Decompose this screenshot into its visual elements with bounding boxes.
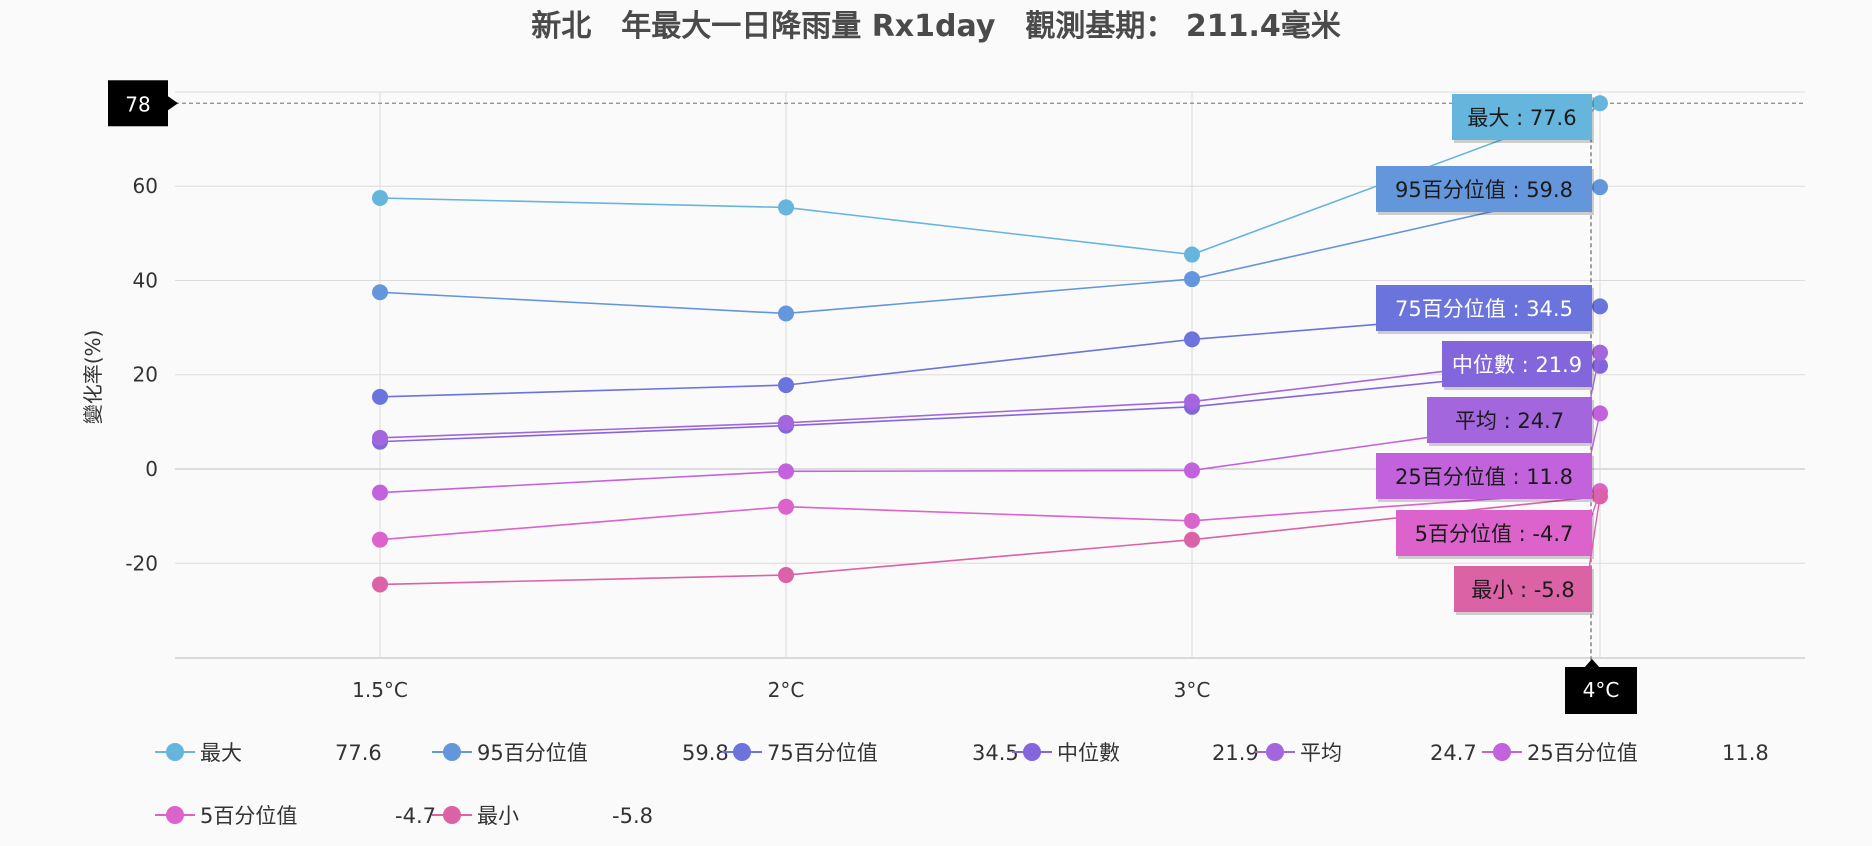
series-line (379, 490, 1601, 541)
legend-value: 77.6 (335, 741, 382, 765)
y-tick-label: 20 (133, 363, 158, 387)
data-point[interactable] (372, 190, 388, 207)
data-point[interactable] (372, 576, 388, 593)
crosshair-x-label: 4°C (1583, 678, 1620, 702)
legend-item[interactable]: 75百分位值 34.5 (722, 741, 1019, 765)
series-line (379, 186, 1601, 315)
tooltip-label: 95百分位值 : 59.8 (1395, 178, 1573, 202)
legend-label: 95百分位值 (477, 741, 588, 765)
legend-marker (166, 743, 184, 761)
legend-item[interactable]: 最小 -5.8 (432, 804, 653, 828)
tooltip-label: 75百分位值 : 34.5 (1395, 297, 1573, 321)
tooltips: 最大 : 77.6 95百分位值 : 59.8 75百分位值 : 34.5 中位數 :… (1376, 94, 1601, 615)
tooltip-box (1396, 510, 1592, 556)
data-point[interactable] (1184, 462, 1200, 479)
legend-value: -5.8 (612, 804, 653, 828)
legend-label: 最大 (200, 741, 242, 765)
data-point[interactable] (372, 531, 388, 548)
tooltip-box (1452, 94, 1592, 140)
legend: 最大 77.6 95百分位值 59.8 75百分位值 34.5 中位數 21.9 平均 24.7 2… (155, 741, 1769, 828)
legend-item[interactable]: 95百分位值 59.8 (432, 741, 729, 765)
tooltip-label: 5百分位值 : -4.7 (1415, 522, 1574, 546)
legend-value: 24.7 (1430, 741, 1477, 765)
grid: -200204060801.5°C2°C3°C (125, 80, 1805, 702)
tooltip-label: 25百分位值 : 11.8 (1395, 465, 1573, 489)
series-line (379, 364, 1601, 443)
legend-marker (1023, 743, 1041, 761)
legend-marker (443, 743, 461, 761)
data-point[interactable] (1184, 393, 1200, 410)
tooltip-label: 最小 : -5.8 (1471, 578, 1574, 602)
tooltip-box (1376, 166, 1592, 212)
legend-item[interactable]: 5百分位值 -4.7 (155, 804, 436, 828)
tooltip-box (1442, 341, 1592, 387)
data-point[interactable] (1184, 246, 1200, 263)
data-point[interactable] (778, 199, 794, 216)
y-axis-label: 變化率(%) (81, 330, 105, 425)
chart-title: 新北 年最大一日降雨量 Rx1day 觀測基期： 211.4毫米 (531, 9, 1340, 44)
data-point[interactable] (372, 284, 388, 301)
legend-item[interactable]: 25百分位值 11.8 (1482, 741, 1769, 765)
legend-item[interactable]: 平均 24.7 (1255, 741, 1477, 765)
tooltip-label: 平均 : 24.7 (1455, 409, 1564, 433)
data-point[interactable] (778, 463, 794, 480)
data-point[interactable] (778, 414, 794, 431)
series-line (379, 351, 1601, 439)
data-point[interactable] (778, 377, 794, 394)
tooltip-label: 中位數 : 21.9 (1452, 353, 1582, 377)
y-tick-label: 60 (133, 174, 158, 198)
data-point[interactable] (1184, 512, 1200, 529)
series-lines (372, 95, 1608, 593)
data-point[interactable] (372, 484, 388, 501)
data-point[interactable] (372, 429, 388, 446)
legend-label: 中位數 (1057, 741, 1120, 765)
legend-marker (733, 743, 751, 761)
legend-value: 34.5 (972, 741, 1019, 765)
x-tick-label: 3°C (1174, 678, 1211, 702)
legend-item[interactable]: 最大 77.6 (155, 741, 382, 765)
data-point[interactable] (1184, 531, 1200, 548)
legend-marker (1266, 743, 1284, 761)
data-point[interactable] (778, 567, 794, 584)
legend-marker (166, 806, 184, 824)
x-tick-label: 2°C (768, 678, 805, 702)
y-tick-label: -20 (125, 551, 158, 575)
crosshair-y-label: 78 (125, 92, 150, 116)
y-tick-label: 40 (133, 268, 158, 292)
y-tick-label: 0 (145, 457, 158, 481)
tooltip-box (1376, 453, 1592, 499)
series-line (379, 412, 1601, 494)
data-point[interactable] (1184, 331, 1200, 348)
legend-marker (1493, 743, 1511, 761)
tooltip-label: 最大 : 77.6 (1467, 106, 1576, 130)
data-point[interactable] (778, 498, 794, 515)
legend-value: 59.8 (682, 741, 729, 765)
legend-label: 5百分位值 (200, 804, 297, 828)
legend-label: 平均 (1300, 741, 1342, 765)
crosshair-x-badge (1565, 667, 1637, 714)
data-point[interactable] (778, 305, 794, 322)
tooltip-box (1376, 285, 1592, 331)
legend-item[interactable]: 中位數 21.9 (1012, 741, 1259, 765)
tooltip-box (1427, 397, 1592, 443)
tooltip-box (1454, 566, 1592, 612)
legend-label: 25百分位值 (1527, 741, 1638, 765)
legend-marker (443, 806, 461, 824)
legend-label: 最小 (477, 804, 519, 828)
data-point[interactable] (372, 388, 388, 405)
legend-label: 75百分位值 (767, 741, 878, 765)
crosshair-y-pointer (168, 96, 178, 111)
legend-value: -4.7 (395, 804, 436, 828)
crosshair-x-pointer (1584, 659, 1600, 668)
x-tick-label: 1.5°C (352, 678, 408, 702)
crosshair-y-badge (108, 80, 168, 127)
legend-value: 21.9 (1212, 741, 1259, 765)
legend-value: 11.8 (1722, 741, 1769, 765)
data-point[interactable] (1184, 271, 1200, 288)
